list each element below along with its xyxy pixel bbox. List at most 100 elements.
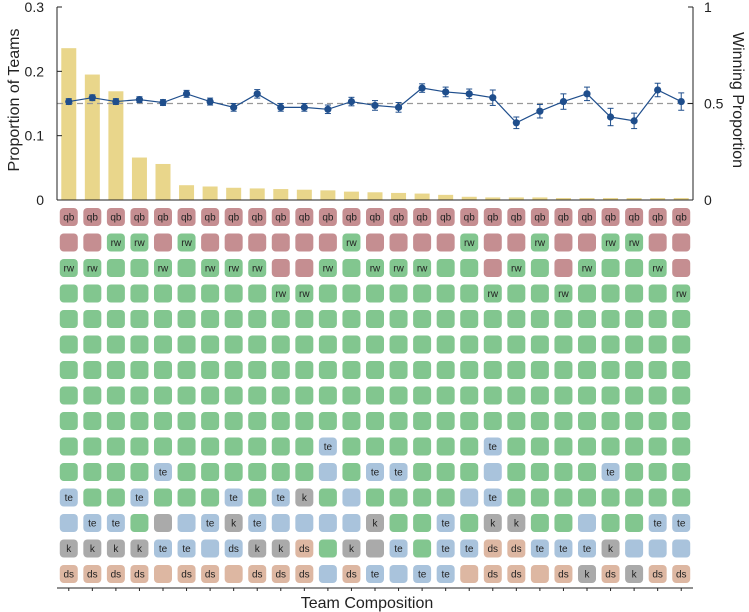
slot-te <box>83 514 102 532</box>
slot-rw <box>318 310 337 328</box>
slot-rw <box>83 310 102 328</box>
slot-rw <box>130 259 149 277</box>
slot-rw <box>154 259 172 277</box>
slot-te <box>366 565 384 583</box>
slot-label: ds <box>181 570 192 581</box>
slot-label: te <box>441 544 450 555</box>
win-point-24 <box>606 113 615 121</box>
slot-rw <box>578 386 596 405</box>
slot-k <box>130 539 149 558</box>
slot-rw <box>672 412 691 430</box>
slot-qb <box>601 208 620 226</box>
slot-qb <box>507 233 526 252</box>
slot-k <box>59 539 78 558</box>
slot-rw <box>389 514 408 532</box>
slot-qb <box>248 233 267 252</box>
slot-label: te <box>583 544 592 555</box>
slot-label: qb <box>346 213 358 224</box>
slot-rw <box>248 335 267 354</box>
slot-label: k <box>137 544 143 555</box>
slot-rw <box>248 463 267 481</box>
slot-rw <box>413 412 432 430</box>
slot-rw <box>483 310 502 328</box>
slot-rw <box>389 412 408 430</box>
slot-rw <box>248 259 267 277</box>
slot-rw <box>436 284 455 303</box>
slot-rw <box>625 514 644 532</box>
slot-qb <box>59 233 78 252</box>
slot-rw <box>342 386 361 405</box>
slot-rw <box>224 412 243 430</box>
slot-qb <box>130 208 149 226</box>
slot-rw <box>248 310 267 328</box>
slot-qb <box>389 208 408 226</box>
slot-rw <box>106 335 125 354</box>
slot-rw <box>530 284 549 303</box>
slot-qb <box>578 233 596 252</box>
slot-ds <box>460 565 479 583</box>
bar-25 <box>626 198 642 200</box>
slot-rw <box>130 361 149 379</box>
bar-3 <box>108 91 124 200</box>
right-tick-label: 1 <box>704 0 712 15</box>
slot-label: te <box>371 570 380 581</box>
slot-label: te <box>112 519 121 530</box>
slot-label: te <box>441 570 450 581</box>
slot-label: qb <box>534 213 546 224</box>
slot-rw <box>625 412 644 430</box>
bar-2 <box>84 74 100 200</box>
slot-qb <box>648 208 667 226</box>
slot-te <box>460 488 479 507</box>
slot-rw <box>154 386 172 405</box>
slot-rw <box>436 437 455 456</box>
slot-qb <box>295 208 314 226</box>
slot-rw <box>342 437 361 456</box>
slot-ds <box>554 565 573 583</box>
slot-rw <box>578 488 596 507</box>
slot-rw <box>318 361 337 379</box>
slot-rw <box>271 463 290 481</box>
win-point-12 <box>324 105 332 113</box>
slot-label: rw <box>205 264 216 275</box>
win-point-19 <box>489 94 497 102</box>
slot-label: rw <box>652 264 663 275</box>
slot-rw <box>578 259 596 277</box>
slot-qb <box>413 208 432 226</box>
slot-rw <box>530 463 549 481</box>
slot-label: qb <box>393 213 405 224</box>
slot-te <box>154 463 172 481</box>
slot-qb <box>59 208 78 226</box>
slot-rw <box>460 514 479 532</box>
slot-te <box>295 514 314 532</box>
slot-rw <box>201 310 220 328</box>
slot-te <box>177 539 196 558</box>
slot-rw <box>106 386 125 405</box>
slot-rw <box>342 412 361 430</box>
slot-rw <box>177 488 196 507</box>
slot-rw <box>224 386 243 405</box>
slot-label: qb <box>299 213 311 224</box>
slot-qb <box>271 259 290 277</box>
slot-te <box>318 514 337 532</box>
slot-rw <box>554 361 573 379</box>
slot-qb <box>389 233 408 252</box>
slot-label: k <box>608 544 614 555</box>
slot-rw <box>413 488 432 507</box>
slot-rw <box>648 335 667 354</box>
slot-rw <box>601 310 620 328</box>
slot-rw <box>578 361 596 379</box>
slot-rw <box>413 514 432 532</box>
slot-rw <box>554 488 573 507</box>
slot-rw <box>672 488 691 507</box>
slot-label: qb <box>87 213 99 224</box>
win-point-2 <box>88 94 96 102</box>
slot-label: rw <box>558 289 569 300</box>
slot-rw <box>224 437 243 456</box>
slot-label: te <box>182 544 191 555</box>
bar-15 <box>391 192 407 200</box>
slot-rw <box>625 233 644 252</box>
slot-te <box>106 514 125 532</box>
slot-te <box>201 539 220 558</box>
slot-rw <box>106 361 125 379</box>
slot-label: rw <box>134 238 145 249</box>
